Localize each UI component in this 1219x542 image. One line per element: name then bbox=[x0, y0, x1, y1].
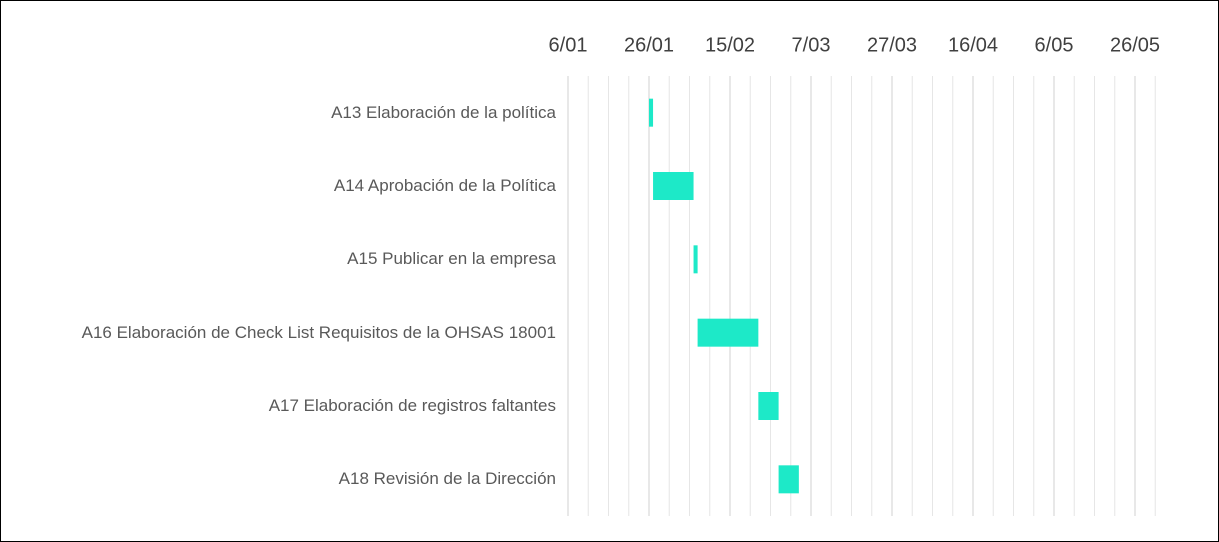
x-tick-label: 16/04 bbox=[948, 34, 998, 56]
task-label: A18 Revisión de la Dirección bbox=[338, 469, 556, 489]
x-tick-label: 7/03 bbox=[792, 34, 831, 56]
task-label: A17 Elaboración de registros faltantes bbox=[268, 396, 556, 415]
x-tick-label: 6/01 bbox=[549, 34, 588, 56]
x-tick-label: 6/05 bbox=[1035, 34, 1074, 56]
task-label: A15 Publicar en la empresa bbox=[347, 249, 556, 269]
task-bar bbox=[693, 245, 698, 274]
task-label: A13 Elaboración de la política bbox=[331, 102, 556, 122]
task-label: A14 Aprobación de la Política bbox=[333, 176, 556, 195]
task-bar bbox=[778, 465, 799, 494]
x-tick-label: 15/02 bbox=[705, 34, 755, 56]
task-bar bbox=[649, 98, 654, 127]
x-tick-label: 26/05 bbox=[1110, 34, 1160, 56]
x-tick-label: 26/01 bbox=[624, 34, 674, 56]
task-bar bbox=[758, 392, 779, 420]
task-label: A16 Elaboración de Check List Requisitos… bbox=[81, 322, 556, 342]
x-tick-label: 27/03 bbox=[867, 34, 917, 56]
task-bar bbox=[653, 172, 694, 200]
task-bar bbox=[697, 318, 759, 347]
